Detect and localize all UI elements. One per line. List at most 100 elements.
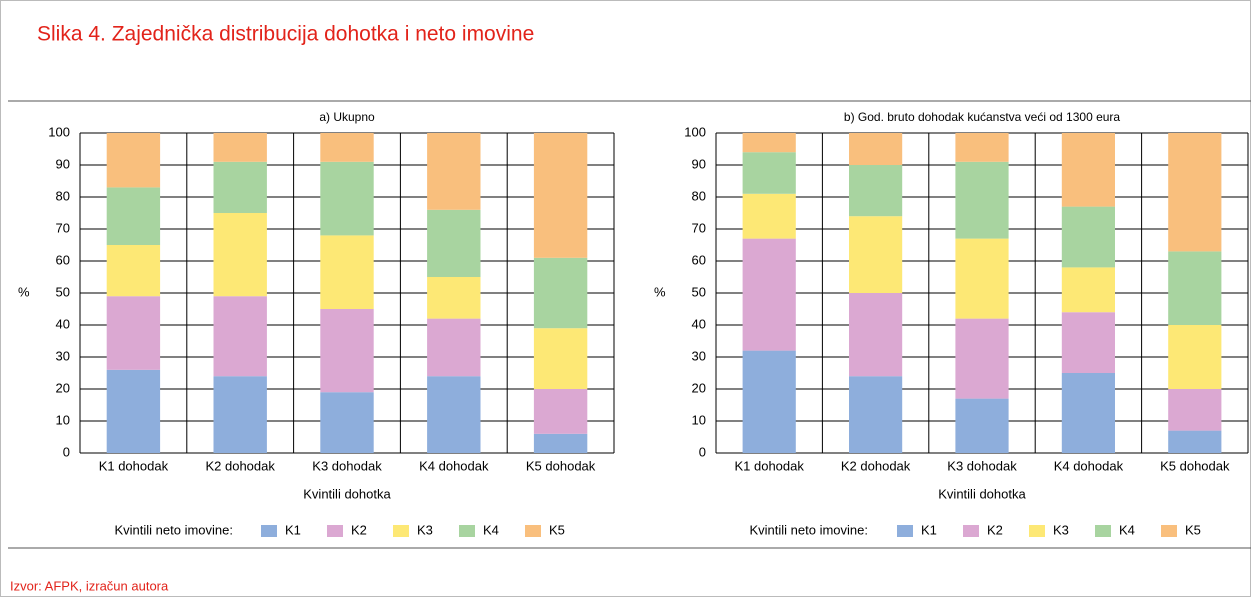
legend-swatch [261,525,277,537]
y-axis-label: % [654,284,666,299]
y-tick-label: 90 [56,156,70,171]
bar-segment [106,245,161,297]
legend-label: K4 [1119,522,1135,537]
x-tick-label: K2 dohodak [205,458,275,473]
y-tick-label: 0 [63,444,70,459]
x-tick-label: K1 dohodak [734,458,804,473]
bar-segment [427,277,481,319]
bar-segment [106,296,161,370]
y-tick-label: 30 [56,348,70,363]
bar-segment [1061,373,1115,453]
bar-segment [1061,206,1115,268]
bar-segment [106,369,161,453]
bar-segment [533,433,588,453]
legend-label: K2 [351,522,367,537]
legend-swatch [963,525,979,537]
bar-segment [427,133,481,210]
bar-segment [849,376,903,453]
bar-segment [320,392,374,453]
x-tick-label: K5 dohodak [1160,458,1230,473]
legend-swatch [459,525,475,537]
source: Izvor: AFPK, izračun autora [10,578,169,593]
bar-segment [1168,430,1222,453]
bar-segment [1168,325,1222,389]
legend-swatch [393,525,409,537]
bar-segment [213,296,267,377]
y-tick-label: 100 [48,124,70,139]
bar-segment [533,328,588,389]
x-tick-label: K1 dohodak [99,458,169,473]
legend-swatch [1161,525,1177,537]
bar-segment [106,133,161,188]
y-tick-label: 30 [692,348,706,363]
bar-segment [742,350,796,453]
legend-title: Kvintili neto imovine: [115,522,234,537]
bar-segment [1061,133,1115,207]
legend-title: Kvintili neto imovine: [750,522,869,537]
legend-label: K1 [921,522,937,537]
legend-swatch [327,525,343,537]
x-axis-label: Kvintili dohotka [303,486,391,501]
y-tick-label: 80 [692,188,706,203]
bar-segment [742,193,796,239]
legend-swatch [525,525,541,537]
x-axis-label: Kvintili dohotka [938,486,1026,501]
y-tick-label: 20 [692,380,706,395]
x-tick-label: K4 dohodak [419,458,489,473]
bar-segment [1168,389,1222,431]
chart-title: a) Ukupno [319,110,375,124]
legend-label: K3 [417,522,433,537]
bar-segment [742,238,796,351]
y-tick-label: 60 [692,252,706,267]
legend-label: K5 [549,522,565,537]
bar-segment [213,161,267,213]
legend-label: K1 [285,522,301,537]
figure-title: Slika 4. Zajednička distribucija dohotka… [37,23,534,46]
y-tick-label: 60 [56,252,70,267]
x-tick-label: K4 dohodak [1054,458,1124,473]
bar-segment [320,235,374,309]
bar-segment [955,161,1009,239]
x-tick-label: K3 dohodak [312,458,382,473]
y-tick-label: 70 [692,220,706,235]
bar-segment [849,216,903,293]
y-tick-label: 50 [692,284,706,299]
bar-segment [1061,312,1115,373]
bar-segment [427,318,481,377]
bar-segment [955,398,1009,453]
bar-segment [955,133,1009,162]
bar-segment [213,376,267,453]
bar-segment [955,238,1009,319]
bar-segment [427,209,481,277]
y-tick-label: 40 [692,316,706,331]
bar-segment [320,309,374,393]
y-axis-label: % [18,284,30,299]
y-tick-label: 70 [56,220,70,235]
legend-label: K3 [1053,522,1069,537]
y-tick-label: 80 [56,188,70,203]
y-tick-label: 40 [56,316,70,331]
bar-segment [849,165,903,217]
y-tick-label: 100 [684,124,706,139]
bar-segment [849,133,903,165]
y-tick-label: 50 [56,284,70,299]
y-tick-label: 0 [699,444,706,459]
legend-swatch [1095,525,1111,537]
bar-segment [533,389,588,434]
bar-segment [533,133,588,258]
legend-label: K2 [987,522,1003,537]
legend-swatch [897,525,913,537]
bar-segment [106,187,161,245]
bar-segment [849,293,903,377]
bar-segment [1168,251,1222,325]
bar-segment [320,133,374,162]
bar-segment [1168,133,1222,252]
bar-segment [427,376,481,453]
y-tick-label: 10 [56,412,70,427]
bar-segment [320,161,374,236]
legend-swatch [1029,525,1045,537]
bar-segment [533,257,588,329]
bar-segment [213,133,267,162]
x-tick-label: K2 dohodak [841,458,911,473]
